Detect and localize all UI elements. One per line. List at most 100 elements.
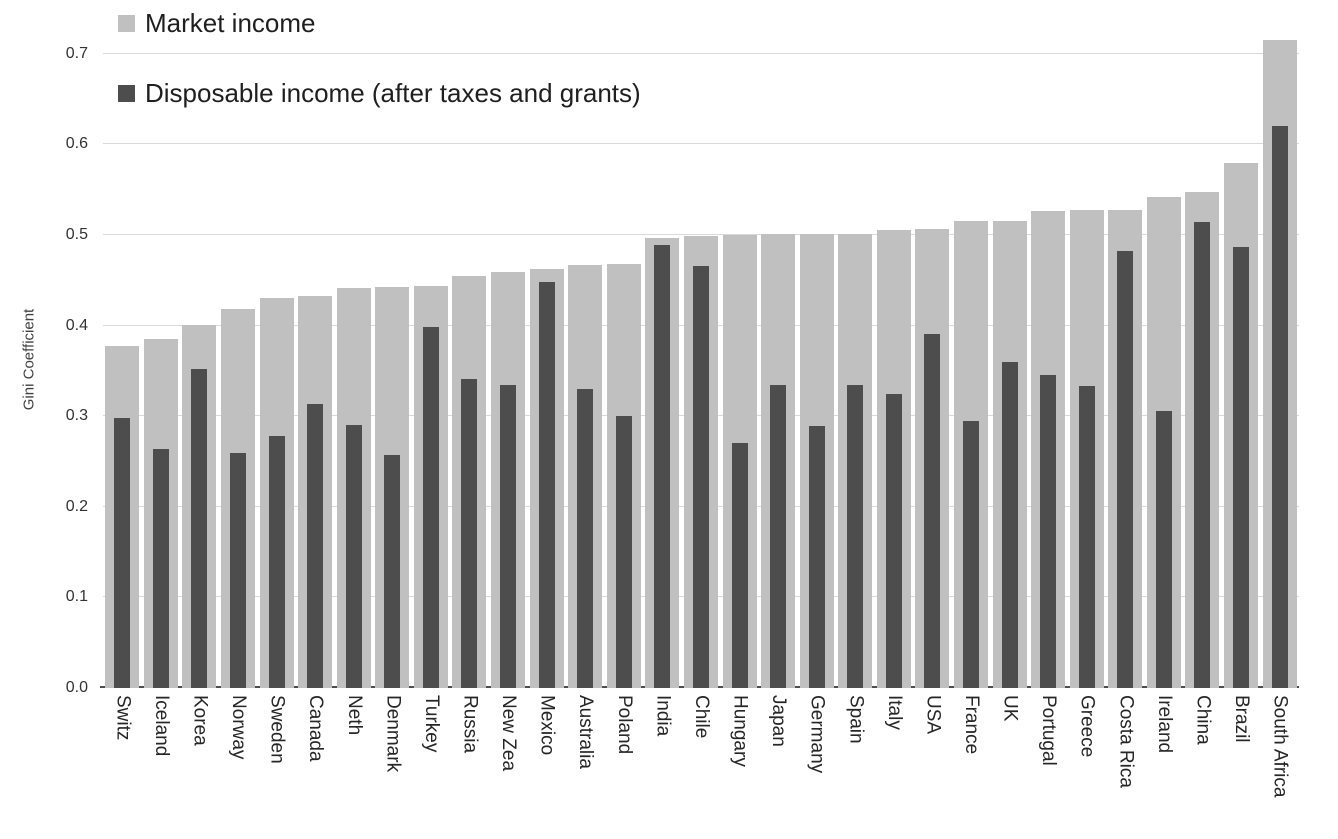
legend-item-disposable-income: Disposable income (after taxes and grant… <box>118 78 641 109</box>
bar-group-poland <box>605 30 644 688</box>
x-label-spain: Spain <box>845 695 867 744</box>
y-axis-title: Gini Coefficient <box>20 308 38 411</box>
bar-disposable-norway <box>230 453 247 688</box>
x-label-slot: Neth <box>334 695 373 839</box>
plot-area <box>103 30 1299 688</box>
x-label-slot: Chile <box>682 695 721 839</box>
x-label-ireland: Ireland <box>1153 695 1175 754</box>
bar-group-portugal <box>1029 30 1068 688</box>
x-label-slot: Korea <box>180 695 219 839</box>
x-label-mexico: Mexico <box>536 695 558 756</box>
legend-item-market-income: Market income <box>118 8 316 39</box>
bar-group-brazil <box>1222 30 1261 688</box>
bar-group-denmark <box>373 30 412 688</box>
bar-disposable-korea <box>191 369 208 688</box>
x-label-slot: Russia <box>450 695 489 839</box>
bar-disposable-chile <box>692 265 709 688</box>
y-tick-label-0.2: 0.2 <box>65 497 88 515</box>
bar-disposable-australia <box>577 389 594 688</box>
bar-disposable-denmark <box>384 455 401 688</box>
x-label-neth: Neth <box>343 695 365 736</box>
bar-disposable-portugal <box>1040 375 1057 688</box>
bar-disposable-india <box>654 244 671 688</box>
x-label-slot: Turkey <box>412 695 451 839</box>
bar-group-germany <box>797 30 836 688</box>
x-label-slot: Norway <box>219 695 258 839</box>
bar-group-japan <box>759 30 798 688</box>
x-label-brazil: Brazil <box>1231 695 1253 743</box>
x-label-slot: Iceland <box>142 695 181 839</box>
bars <box>103 30 1299 688</box>
x-label-slot: France <box>952 695 991 839</box>
y-tick-label-0.0: 0.0 <box>65 679 88 696</box>
x-label-greece: Greece <box>1076 695 1098 758</box>
gridline-0.5 <box>103 234 1299 235</box>
bar-group-south-africa <box>1260 30 1299 688</box>
x-label-slot: UK <box>990 695 1029 839</box>
legend-label-disposable-income: Disposable income (after taxes and grant… <box>145 78 641 108</box>
bar-disposable-italy <box>885 393 902 688</box>
x-label-slot: Germany <box>797 695 836 839</box>
bar-disposable-new-zea <box>500 384 517 688</box>
x-label-turkey: Turkey <box>420 695 442 753</box>
bar-disposable-greece <box>1078 386 1095 688</box>
bar-group-italy <box>875 30 914 688</box>
x-label-japan: Japan <box>768 695 790 747</box>
x-label-new-zea: New Zea <box>498 695 520 772</box>
x-label-australia: Australia <box>575 695 597 769</box>
bar-disposable-france <box>963 420 979 688</box>
bar-disposable-poland <box>615 416 632 688</box>
bar-disposable-spain <box>847 384 864 688</box>
x-label-portugal: Portugal <box>1038 695 1060 766</box>
x-label-switz: Switz <box>112 695 134 741</box>
x-label-denmark: Denmark <box>382 695 404 773</box>
bar-disposable-canada <box>307 404 324 688</box>
x-label-slot: Ireland <box>1145 695 1184 839</box>
bar-group-canada <box>296 30 335 688</box>
x-axis-category-labels: Switz Iceland Korea Norway Sweden Canada Neth D… <box>103 695 1299 839</box>
bar-disposable-ireland <box>1155 410 1172 688</box>
bar-disposable-iceland <box>152 448 169 688</box>
bar-group-switz <box>103 30 142 688</box>
bar-group-chile <box>682 30 721 688</box>
y-tick-label-0.3: 0.3 <box>65 407 88 425</box>
x-label-slot: Spain <box>836 695 875 839</box>
bar-disposable-costa-rica <box>1117 251 1134 688</box>
bar-disposable-hungary <box>731 443 748 688</box>
bar-disposable-germany <box>808 426 825 688</box>
x-label-costa-rica: Costa Rica <box>1115 695 1137 788</box>
y-tick-label-0.1: 0.1 <box>65 588 88 606</box>
x-label-slot: Hungary <box>720 695 759 839</box>
market-income-swatch-icon <box>118 15 135 32</box>
bar-disposable-uk <box>1001 361 1018 688</box>
gridline-0.7 <box>103 52 1299 54</box>
x-label-slot: Japan <box>759 695 798 839</box>
y-tick-label-0.6: 0.6 <box>65 135 88 153</box>
bar-disposable-russia <box>461 379 478 688</box>
x-label-italy: Italy <box>883 695 905 730</box>
bar-group-ireland <box>1145 30 1184 688</box>
x-label-korea: Korea <box>189 695 211 746</box>
bar-disposable-usa <box>924 333 941 688</box>
bar-disposable-sweden <box>268 436 285 688</box>
bar-disposable-mexico <box>538 282 555 688</box>
x-label-india: India <box>652 695 674 737</box>
bar-group-hungary <box>720 30 759 688</box>
x-label-slot: USA <box>913 695 952 839</box>
x-label-sweden: Sweden <box>266 695 288 764</box>
x-label-slot: China <box>1183 695 1222 839</box>
x-label-china: China <box>1192 695 1214 745</box>
bar-group-sweden <box>257 30 296 688</box>
x-label-south-africa: South Africa <box>1269 695 1291 798</box>
x-label-slot: Greece <box>1067 695 1106 839</box>
x-label-slot: Brazil <box>1222 695 1261 839</box>
x-label-slot: Mexico <box>527 695 566 839</box>
x-label-slot: Sweden <box>257 695 296 839</box>
bar-group-norway <box>219 30 258 688</box>
bar-group-mexico <box>527 30 566 688</box>
x-label-hungary: Hungary <box>729 695 751 767</box>
x-label-chile: Chile <box>690 695 712 739</box>
x-label-slot: Costa Rica <box>1106 695 1145 839</box>
x-label-slot: Canada <box>296 695 335 839</box>
